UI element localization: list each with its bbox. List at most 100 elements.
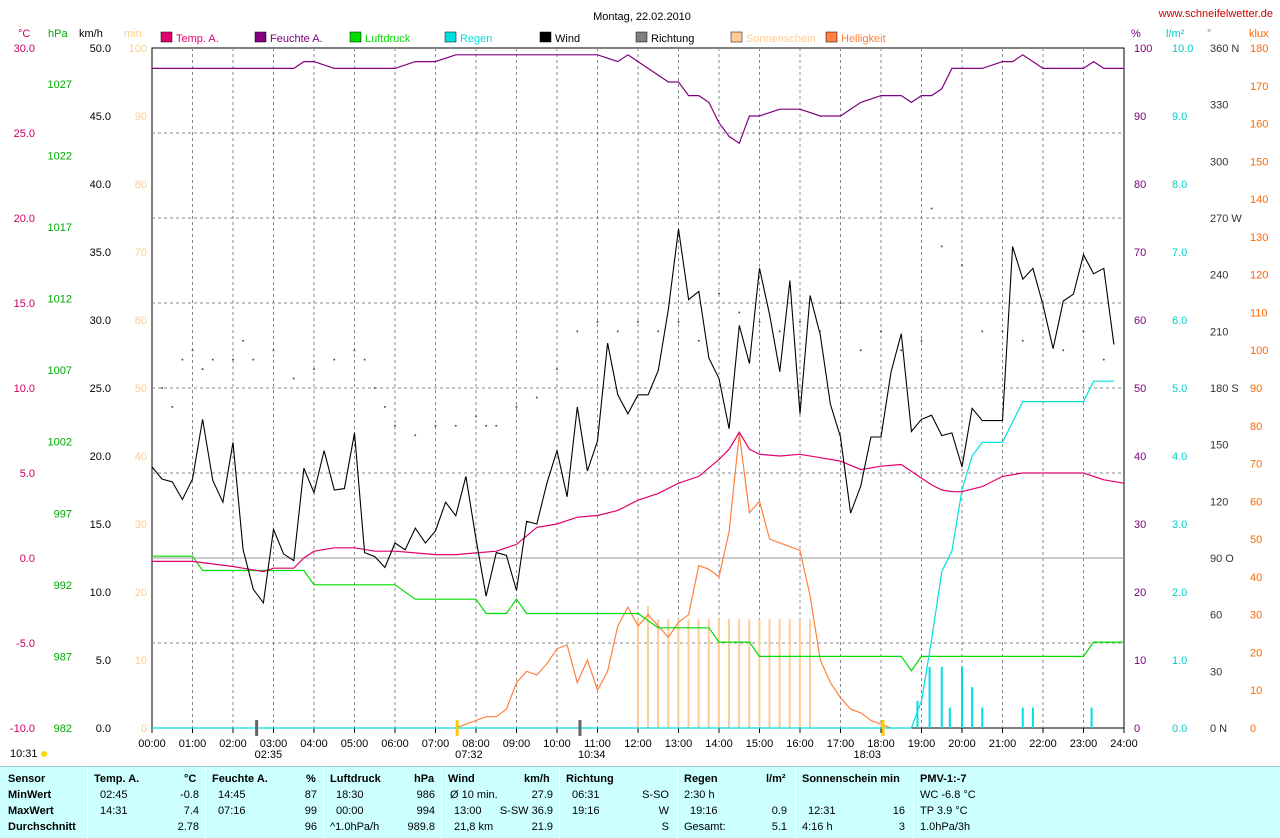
lux-tick: 70 [1250,459,1262,471]
site-url[interactable]: www.schneifelwetter.de [1158,8,1273,20]
direction-tick: 150 [1210,440,1228,452]
rain-axis-unit: l/m² [1166,28,1185,40]
stats-sun: Sonnenschein min 12:31 16 4:16 h 3 [796,767,914,838]
time-tick: 21:00 [989,738,1017,750]
temp-axis-unit: °C [18,28,30,40]
direction-point [596,320,599,323]
series-layer [151,54,1125,729]
rain-tick: 6.0 [1172,315,1187,327]
stats-sun-max: 16 [892,805,905,817]
lux-tick: 20 [1250,647,1262,659]
time-tick: 23:00 [1070,738,1098,750]
humidity-axis-unit: % [1131,28,1141,40]
direction-point [930,207,933,210]
direction-point [434,424,437,427]
stats-wind-max-time: 13:00 [454,805,482,817]
lux-tick: 150 [1250,156,1268,168]
wind-tick: 40.0 [90,179,111,191]
stats-sun-title: Sonnenschein min [802,773,900,785]
temperature-line [152,431,1125,573]
direction-point [981,330,984,333]
temp-tick: 25.0 [14,128,35,140]
direction-point [171,405,174,408]
direction-tick: 360 N [1210,43,1239,55]
stats-rain: Regen l/m² 2:30 h 19:16 0.9 Gesamt: 5.1 [678,767,796,838]
humidity-tick: 40 [1134,451,1146,463]
stats-sensor-title: Sensor [8,773,46,785]
time-markers: 10:31 02:35 07:32 10:34 18:03 [10,720,885,761]
temp-tick: 5.0 [20,468,35,480]
sun-tick: 70 [135,247,147,259]
stats-rain-max-time: 19:16 [690,805,718,817]
pressure-tick: 992 [54,580,72,592]
lux-tick: 130 [1250,232,1268,244]
legend-label-1: Feuchte A. [270,33,323,45]
stats-press-min-time: 18:30 [336,789,364,801]
direction-tick: 210 [1210,326,1228,338]
stats-temp-max-time: 14:31 [100,805,128,817]
wind-tick: 25.0 [90,383,111,395]
wind-tick: 15.0 [90,519,111,531]
stats-dir-avg: S [661,821,669,833]
pressure-tick: 1017 [48,222,72,234]
stats-wind-run: 21,8 km [454,821,494,833]
stats-temp-title: Temp. A. [94,773,140,785]
legend-label-5: Richtung [651,33,694,45]
stats-press-max-time: 00:00 [336,805,364,817]
stats-temp-min: -0.8 [180,789,199,801]
pressure-line [152,555,1124,672]
stats-pressure-trend: 1.0hPa/3h [920,821,971,833]
sun-tick: 20 [135,587,147,599]
temp-tick: 15.0 [14,298,35,310]
direction-tick: 120 [1210,496,1228,508]
time-tick: 14:00 [705,738,733,750]
marker-m2-label: 07:32 [455,749,483,761]
humidity-tick: 20 [1134,587,1146,599]
rain-tick: 1.0 [1172,655,1187,667]
direction-point [535,396,538,399]
legend-label-0: Temp. A. [176,33,219,45]
direction-point [738,311,741,314]
sun-tick: 90 [135,111,147,123]
direction-point [1001,330,1004,333]
chart-title: Montag, 22.02.2010 [593,11,691,23]
stats-wind-avg10: 27.9 [531,789,553,801]
pressure-tick: 1027 [48,79,72,91]
direction-point [1021,339,1024,342]
time-tick: 07:00 [422,738,450,750]
stats-sun-max-time: 12:31 [808,805,836,817]
direction-point [353,349,356,352]
marker-m1-label: 02:35 [255,749,283,761]
direction-point [657,330,660,333]
direction-tick: 90 O [1210,553,1234,565]
stats-hum-title: Feuchte A. [212,773,268,785]
legend-swatch-6 [730,31,743,43]
stats-avg-label: Durchschnitt [8,821,76,833]
stats-sensor: Sensor MinWert MaxWert Durchschnitt [0,767,88,838]
stats-hum-max: 99 [304,805,317,817]
legend-swatch-2 [349,31,362,43]
sun-tick: 0 [141,723,147,735]
direction-point [961,264,963,267]
humidity-tick: 70 [1134,247,1146,259]
pressure-tick: 997 [54,508,72,520]
wind-line [151,228,1115,605]
rain-tick: 8.0 [1172,179,1187,191]
wind-tick: 45.0 [90,111,111,123]
time-tick: 08:00 [462,738,490,750]
humidity-tick: 0 [1134,723,1140,735]
lux-tick: 40 [1250,572,1262,584]
stats-sun-duration: 4:16 h [802,821,833,833]
rain-tick: 7.0 [1172,247,1187,259]
temp-tick: 0.0 [20,553,35,565]
time-tick: 11:00 [584,738,611,750]
pressure-tick: 1002 [48,437,72,449]
stats-hum-min-time: 14:45 [218,789,246,801]
time-tick: 00:00 [138,738,166,750]
direction-point [232,358,234,361]
direction-point [475,415,477,418]
rain-tick: 4.0 [1172,451,1187,463]
sun-tick: 30 [135,519,147,531]
lux-tick: 30 [1250,610,1262,622]
stats-dir-max-time: 19:16 [572,805,600,817]
